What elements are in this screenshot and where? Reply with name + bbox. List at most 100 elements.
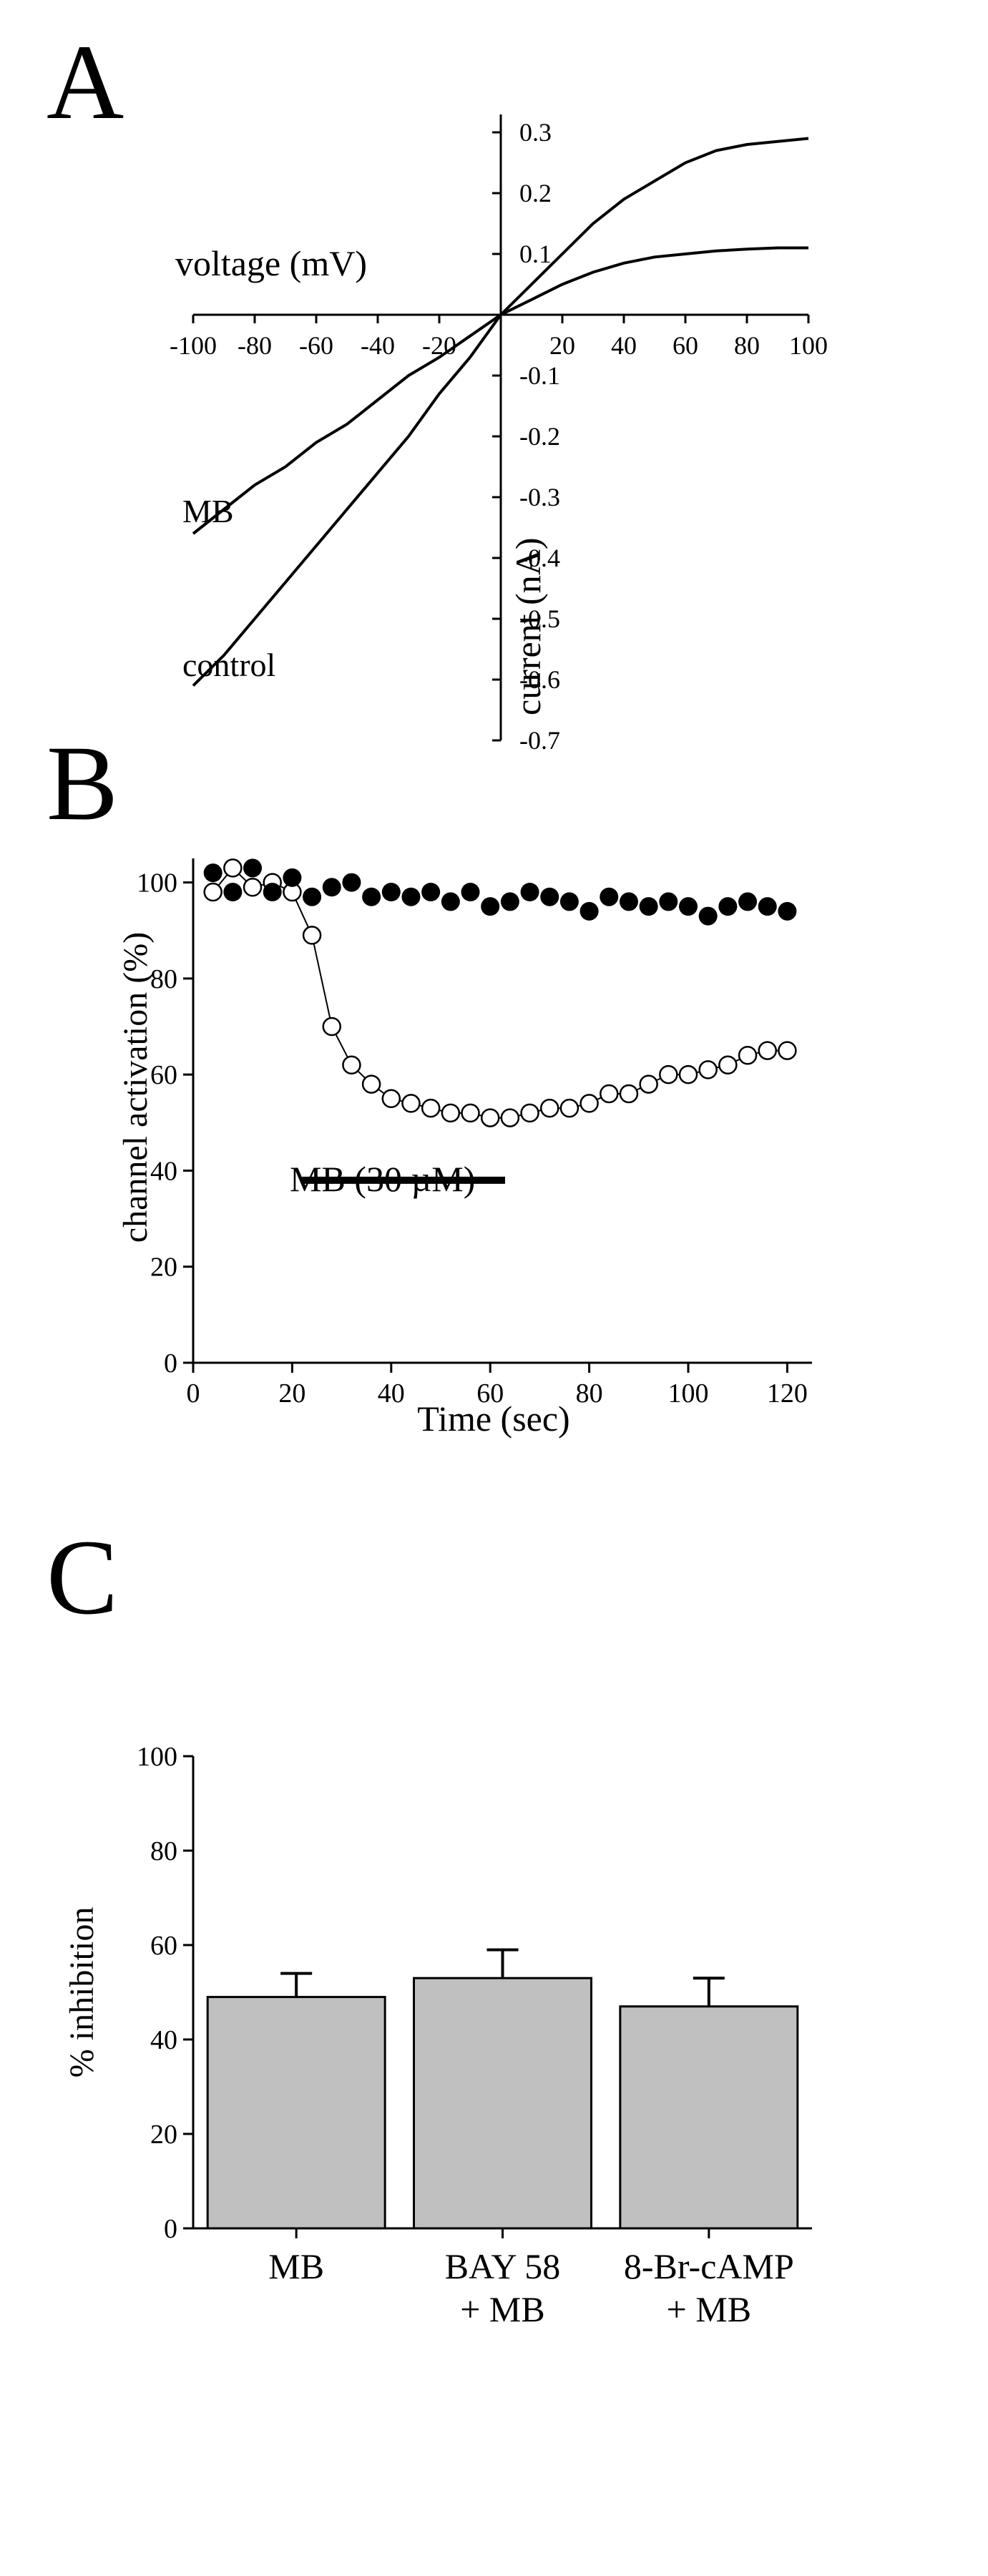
x-tick-label: 80 — [576, 1378, 603, 1409]
filled-data-point — [283, 868, 302, 887]
filled-data-point — [441, 892, 460, 911]
panel-a-ylabel: current (nA) — [508, 538, 548, 716]
series-label-mb: MB — [182, 493, 234, 529]
y-tick-label: 40 — [150, 2025, 177, 2055]
filled-data-point — [381, 883, 401, 901]
y-tick-label: -0.1 — [519, 361, 560, 390]
filled-data-point — [342, 873, 361, 892]
panel-b-ylabel: channel activation (%) — [117, 932, 155, 1243]
category-label: MB — [268, 2246, 324, 2286]
category-label: 8-Br-cAMP — [624, 2246, 794, 2286]
open-data-point — [500, 1108, 520, 1127]
open-data-point — [619, 1084, 639, 1104]
y-tick-label: 60 — [150, 1060, 177, 1090]
panel-a-label: A — [47, 23, 124, 142]
filled-data-point — [500, 892, 519, 911]
y-tick-label: -0.5 — [519, 604, 560, 633]
open-data-point — [559, 1098, 579, 1118]
filled-data-point — [659, 892, 678, 911]
y-tick-label: -0.6 — [519, 665, 560, 694]
y-tick-label: 20 — [150, 1253, 177, 1283]
series-line-mb — [192, 246, 808, 535]
category-label: + MB — [667, 2289, 752, 2329]
open-data-point — [579, 1094, 599, 1113]
filled-data-point — [579, 901, 599, 921]
open-data-point — [698, 1060, 718, 1079]
filled-data-point — [619, 892, 638, 911]
category-label: BAY 58 — [445, 2246, 561, 2286]
filled-data-point — [758, 897, 777, 916]
open-series-line — [212, 866, 788, 1119]
filled-data-point — [778, 901, 797, 921]
category-label: + MB — [460, 2289, 545, 2329]
panel-b-label: B — [47, 724, 118, 843]
y-tick-label: 80 — [150, 1836, 177, 1866]
open-data-point — [421, 1098, 441, 1118]
open-data-point — [381, 1089, 401, 1108]
open-data-point — [758, 1041, 777, 1060]
open-data-point — [659, 1064, 678, 1084]
filled-data-point — [639, 897, 658, 916]
open-data-point — [600, 1084, 619, 1104]
y-tick-label: 0 — [164, 2214, 177, 2244]
open-data-point — [480, 1108, 500, 1127]
open-data-point — [302, 926, 322, 945]
x-tick-label: -40 — [361, 331, 395, 360]
panel-b-xlabel: Time (sec) — [417, 1399, 569, 1439]
filled-data-point — [203, 863, 222, 883]
open-data-point — [738, 1046, 758, 1065]
x-tick-label: 100 — [668, 1378, 709, 1409]
y-tick-label: 0.2 — [519, 179, 552, 207]
filled-data-point — [401, 887, 421, 906]
bar — [206, 1996, 386, 2230]
x-tick-label: 20 — [278, 1378, 305, 1409]
filled-data-point — [698, 906, 718, 926]
filled-data-point — [263, 883, 282, 901]
y-tick-label: 40 — [150, 1156, 177, 1186]
filled-data-point — [738, 892, 758, 911]
y-tick-label: 60 — [150, 1931, 177, 1961]
filled-data-point — [679, 897, 698, 916]
x-tick-label: 60 — [476, 1378, 504, 1409]
open-data-point — [539, 1098, 559, 1118]
x-tick-label: -100 — [170, 331, 217, 360]
x-tick-label: 60 — [672, 331, 698, 360]
filled-data-point — [243, 858, 263, 878]
y-tick-label: 0.3 — [519, 118, 552, 147]
filled-data-point — [461, 883, 480, 901]
open-data-point — [718, 1055, 738, 1074]
bar — [413, 1977, 592, 2230]
filled-data-point — [322, 878, 341, 897]
panel-c-ylabel: % inhibition — [63, 1907, 101, 2078]
panel-b-time-course: B Time (sec) channel activation (%) MB (… — [47, 724, 812, 1439]
x-tick-label: -20 — [422, 331, 456, 360]
y-tick-label: -0.3 — [519, 483, 560, 511]
filled-data-point — [303, 887, 322, 906]
y-tick-label: -0.4 — [519, 544, 560, 572]
filled-data-point — [520, 883, 539, 901]
open-data-point — [639, 1074, 658, 1094]
y-tick-label: 0.1 — [519, 240, 552, 268]
filled-data-point — [481, 897, 500, 916]
y-tick-label: 100 — [137, 1742, 177, 1772]
x-tick-label: 120 — [767, 1378, 808, 1409]
filled-data-point — [540, 887, 559, 906]
open-data-point — [778, 1041, 797, 1060]
x-tick-label: 80 — [734, 331, 760, 360]
open-data-point — [461, 1103, 480, 1123]
panel-a-iv-plot: A voltage (mV) current (nA) MB control -… — [47, 23, 828, 755]
open-data-point — [243, 878, 263, 897]
y-tick-label: 20 — [150, 2120, 177, 2150]
y-tick-label: -0.2 — [519, 422, 560, 451]
y-tick-label: -0.7 — [519, 726, 560, 755]
x-tick-label: 20 — [549, 331, 575, 360]
x-tick-label: 40 — [378, 1378, 405, 1409]
filled-data-point — [223, 883, 243, 901]
panel-a-xlabel: voltage (mV) — [175, 243, 367, 283]
series-label-control: control — [182, 647, 275, 683]
open-data-point — [678, 1064, 698, 1084]
x-tick-label: 100 — [789, 331, 828, 360]
x-tick-label: -80 — [238, 331, 272, 360]
